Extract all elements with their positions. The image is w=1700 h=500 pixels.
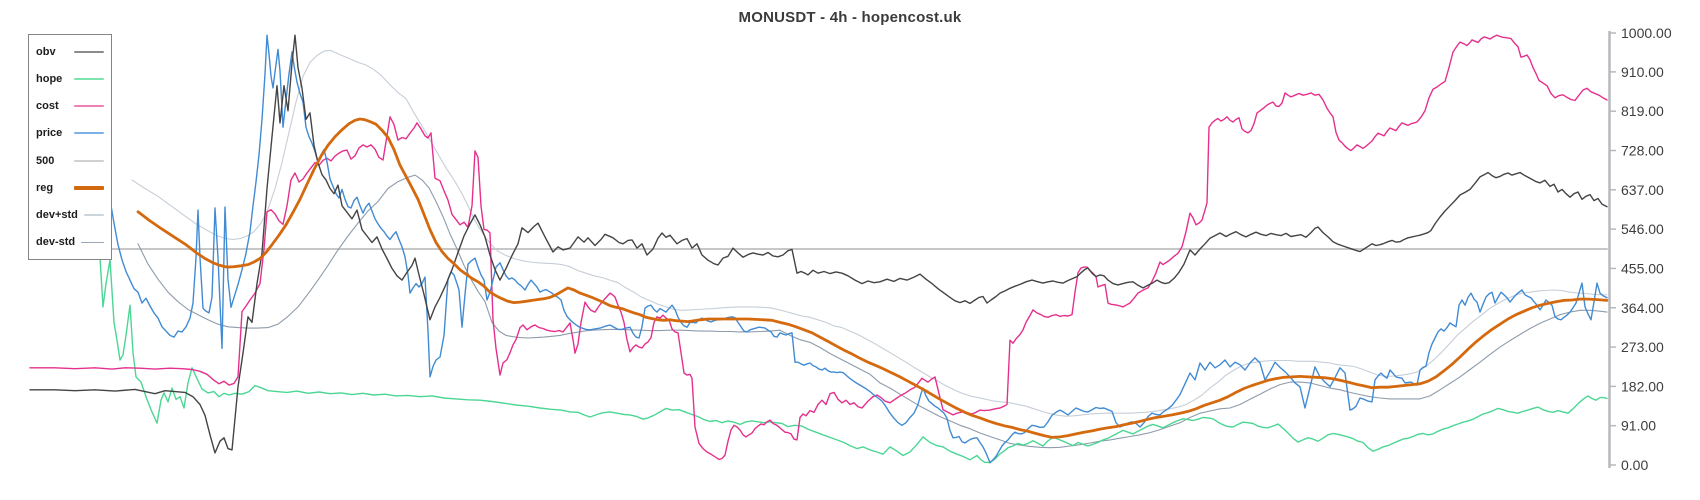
legend-item-obv[interactable]: obv [36, 46, 104, 58]
legend-item-reg[interactable]: reg [36, 182, 104, 194]
y-axis-tick-label: 546.00 [1621, 221, 1664, 237]
y-axis-tick-label: 91.00 [1621, 418, 1656, 434]
y-axis-tick-label: 455.00 [1621, 260, 1664, 276]
y-axis-tick-label: 637.00 [1621, 182, 1664, 198]
legend-item-swatch [74, 159, 104, 162]
legend-item-label: cost [36, 100, 59, 113]
legend-item-swatch [74, 50, 104, 53]
legend-item-500[interactable]: 500 [36, 155, 104, 167]
series-line-reg [136, 117, 1609, 439]
legend-item-hope[interactable]: hope [36, 73, 104, 85]
legend-item-label: obv [36, 45, 56, 58]
y-axis-tick-label: 364.00 [1621, 300, 1664, 316]
series-line-price [101, 34, 1608, 464]
legend-item-dev-std[interactable]: dev-std [36, 236, 104, 248]
legend-item-label: dev+std [36, 209, 78, 222]
y-axis-tick-label: 1000.00 [1621, 25, 1672, 41]
legend-item-price[interactable]: price [36, 127, 104, 139]
y-axis-tick-label: 0.00 [1621, 457, 1648, 473]
legend-item-dev+std[interactable]: dev+std [36, 209, 104, 221]
series-line-hope [99, 256, 1608, 464]
legend-item-swatch [74, 186, 104, 190]
legend-item-swatch [81, 241, 104, 244]
series-line-dev-std [137, 174, 1608, 449]
legend-item-swatch [74, 77, 104, 80]
series-line-dev+std [131, 49, 1608, 417]
legend-item-swatch [74, 105, 104, 108]
legend-item-cost[interactable]: cost [36, 100, 104, 112]
series-line-cost [29, 34, 1608, 461]
y-axis-tick-label: 819.00 [1621, 103, 1664, 119]
legend-item-label: hope [36, 72, 63, 85]
series-line-obv [29, 34, 1608, 454]
legend-item-swatch [83, 214, 104, 216]
legend-item-label: price [36, 127, 63, 140]
y-axis-tick-label: 728.00 [1621, 143, 1664, 159]
legend-item-swatch [74, 132, 104, 135]
legend-item-label: reg [36, 181, 54, 194]
legend: obv hope cost price 500 reg dev+std dev-std [28, 34, 112, 260]
y-axis-tick-label: 182.00 [1621, 378, 1664, 394]
chart-title: MONUSDT - 4h - hopencost.uk [738, 9, 962, 26]
legend-item-label: 500 [36, 154, 55, 167]
y-axis-tick-label: 273.00 [1621, 339, 1664, 355]
y-axis-tick-label: 910.00 [1621, 64, 1664, 80]
legend-item-label: dev-std [36, 236, 76, 249]
